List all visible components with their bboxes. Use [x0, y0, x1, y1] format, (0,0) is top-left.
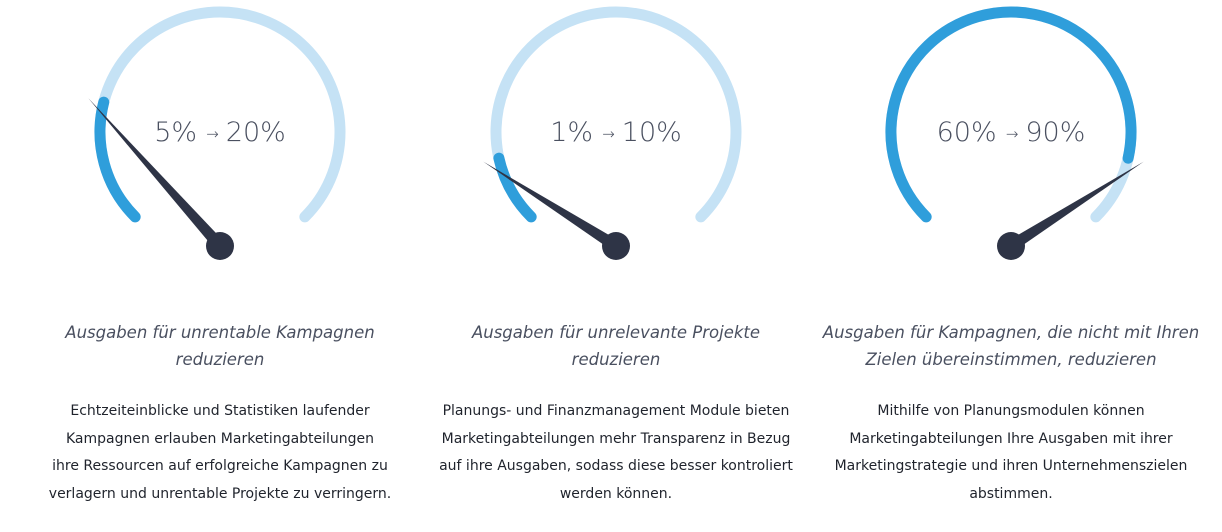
card-description: Planungs- und Finanzmanagement Module bi… — [426, 398, 806, 508]
card-description-line: Marketingabteilungen mehr Transparenz in… — [441, 430, 791, 447]
card-description-line: Mithilfe von Planungsmodulen können — [877, 403, 1145, 419]
gauge-value: 60% → 90% — [937, 117, 1086, 148]
card-description-line: Planungs- und Finanzmanagement Module bi… — [442, 403, 790, 419]
card-description-line: ihre Ressourcen auf erfolgreiche Kampagn… — [52, 458, 388, 474]
gauge-value-from: 5% — [154, 117, 197, 148]
gauge-arrow-icon: → — [206, 125, 219, 143]
card-subtitle-line2: reduzieren — [175, 350, 265, 369]
gauge-value-from: 1% — [550, 117, 593, 148]
card-subtitle-line2: Zielen übereinstimmen, reduzieren — [865, 350, 1157, 369]
card-description-line: auf ihre Ausgaben, sodass diese besser k… — [439, 458, 793, 474]
gauge-card-3: 60% → 90% Ausgaben für Kampagnen, die ni… — [821, 0, 1201, 532]
gauge-value-to: 10% — [622, 117, 682, 148]
card-description-line: abstimmen. — [969, 485, 1053, 502]
gauge-needle — [88, 98, 225, 250]
gauge-card-2: 1% → 10% Ausgaben für unrelevante Projek… — [426, 0, 806, 532]
card-description-line: Marketingabteilungen Ihre Ausgaben mit i… — [849, 430, 1173, 447]
card-description-line: Marketingstrategie und ihren Unternehmen… — [834, 458, 1188, 474]
gauge-svg-3: 60% → 90% — [885, 6, 1144, 260]
gauge-arrow-icon: → — [602, 125, 615, 143]
gauge-needle — [483, 161, 620, 252]
card-description: Mithilfe von Planungsmodulen können Mark… — [821, 398, 1201, 508]
gauge-svg-1: 5% → 20% — [88, 6, 346, 260]
gauge-card-1: 5% → 20% Ausgaben für unrentable Kampagn… — [30, 0, 410, 532]
card-subtitle-line1: Ausgaben für Kampagnen, die nicht mit Ih… — [822, 323, 1200, 342]
gauge-fill — [885, 6, 1137, 223]
gauge-value-to: 90% — [1025, 117, 1085, 148]
card-description: Echtzeiteinblicke und Statistiken laufen… — [30, 398, 410, 508]
gauge-3: 60% → 90% — [821, 0, 1201, 300]
gauge-value: 1% → 10% — [550, 117, 682, 148]
card-subtitle-line1: Ausgaben für unrentable Kampagnen — [65, 323, 375, 342]
gauge-1: 5% → 20% — [30, 0, 410, 300]
gauge-value-from: 60% — [937, 117, 997, 148]
card-description-line: Echtzeiteinblicke und Statistiken laufen… — [70, 403, 370, 419]
gauge-svg-2: 1% → 10% — [483, 6, 742, 260]
gauge-2: 1% → 10% — [426, 0, 806, 300]
gauge-track — [94, 6, 346, 223]
card-description-line: verlagern und unrentable Projekte zu ver… — [48, 485, 392, 502]
gauge-hub — [206, 232, 234, 260]
gauge-fill — [493, 152, 537, 223]
card-subtitle-line1: Ausgaben für unrelevante Projekte — [471, 323, 761, 342]
card-subtitle: Ausgaben für unrelevante Projekte reduzi… — [426, 319, 806, 373]
card-subtitle: Ausgaben für Kampagnen, die nicht mit Ih… — [821, 319, 1201, 373]
gauge-value: 5% → 20% — [154, 117, 286, 148]
gauge-fill — [94, 96, 141, 223]
gauge-needle — [1007, 161, 1144, 252]
card-subtitle: Ausgaben für unrentable Kampagnen reduzi… — [30, 319, 410, 373]
gauge-value-to: 20% — [226, 117, 286, 148]
gauge-arrow-icon: → — [1006, 125, 1019, 143]
card-description-line: werden können. — [559, 485, 673, 502]
card-subtitle-line2: reduzieren — [571, 350, 661, 369]
gauge-hub — [997, 232, 1025, 260]
gauge-hub — [602, 232, 630, 260]
card-description-line: Kampagnen erlauben Marketingabteilungen — [65, 430, 375, 447]
gauge-track — [490, 6, 742, 223]
